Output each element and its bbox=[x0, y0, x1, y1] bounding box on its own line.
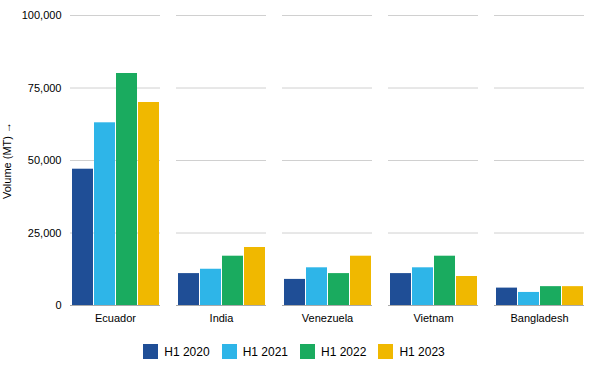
html-text:H1 2021: H1 2021 bbox=[242, 344, 288, 359]
svg-text:Ecuador: Ecuador bbox=[95, 312, 136, 324]
svg-text:India: India bbox=[210, 312, 235, 324]
html-text:H1 2022: H1 2022 bbox=[321, 344, 367, 359]
svg-text:Volume (MT) →: Volume (MT) → bbox=[1, 122, 13, 199]
svg-text:0: 0 bbox=[55, 299, 61, 311]
svg-text:25,000: 25,000 bbox=[28, 227, 62, 239]
svg-text:Bangladesh: Bangladesh bbox=[510, 312, 568, 324]
svg-text:50,000: 50,000 bbox=[28, 154, 62, 166]
svg-text:75,000: 75,000 bbox=[28, 82, 62, 94]
svg-text:Venezuela: Venezuela bbox=[302, 312, 354, 324]
svg-text:Vietnam: Vietnam bbox=[413, 312, 453, 324]
html-text:H1 2020: H1 2020 bbox=[164, 344, 210, 359]
html-text:H1 2023: H1 2023 bbox=[399, 344, 445, 359]
svg-text:100,000: 100,000 bbox=[22, 9, 62, 21]
